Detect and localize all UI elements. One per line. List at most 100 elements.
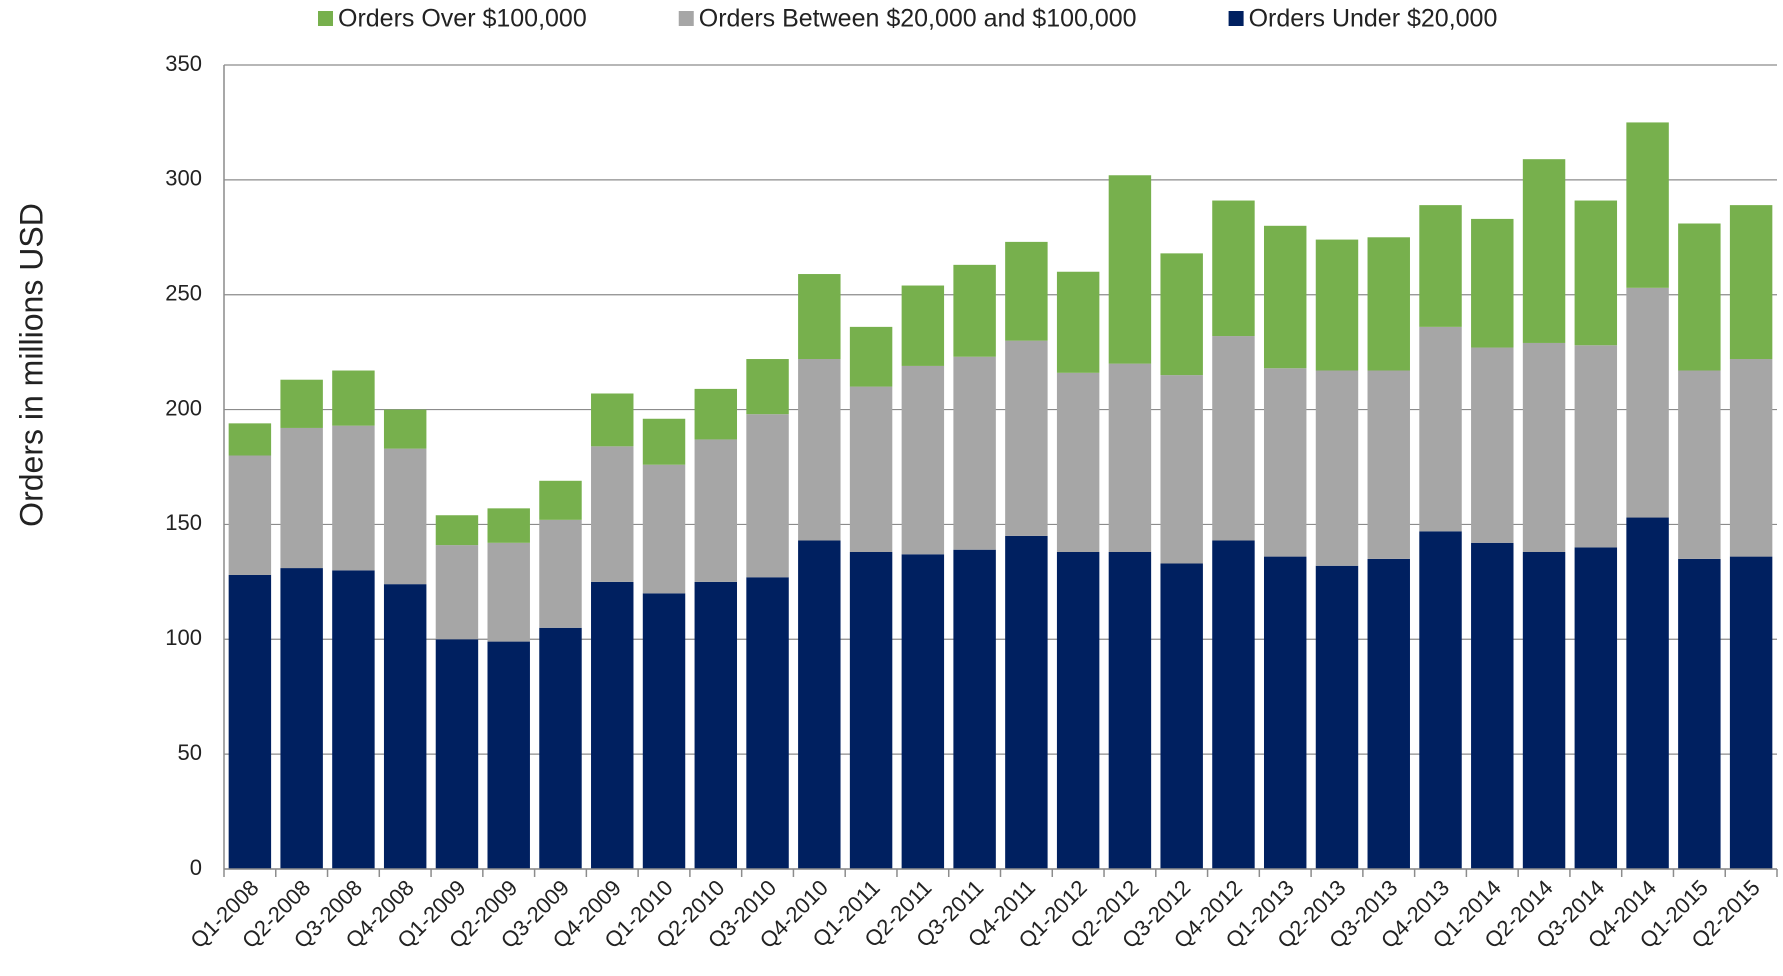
bar-segment <box>798 359 841 541</box>
bar-segment <box>694 439 738 582</box>
y-tick-label: 50 <box>178 740 202 765</box>
bar-segment <box>1471 347 1514 543</box>
y-tick-label: 300 <box>165 166 202 191</box>
bar-segment <box>1729 359 1773 557</box>
bar-segment <box>435 515 479 546</box>
legend-label: Orders Under $20,000 <box>1249 5 1498 33</box>
bar-segment <box>1419 531 1462 869</box>
bar-segment <box>1108 551 1152 869</box>
bar-segment <box>642 464 686 594</box>
bar-segment <box>228 455 272 575</box>
bar-segment <box>1678 223 1721 371</box>
bar-segment <box>332 370 375 426</box>
bar-segment <box>746 359 789 415</box>
bar-segment <box>849 386 893 552</box>
y-tick-label: 200 <box>165 395 202 420</box>
y-tick-label: 0 <box>190 855 202 880</box>
bar-segment <box>1315 370 1359 566</box>
bar-segment <box>1263 225 1307 369</box>
bar-segment <box>1522 159 1566 343</box>
bar-segment <box>901 285 945 366</box>
bar-segment <box>1212 200 1255 337</box>
bar-segment <box>1471 542 1514 869</box>
bar-segment <box>1367 558 1410 869</box>
bar-segment <box>280 568 323 869</box>
bar-segment <box>332 570 375 869</box>
bar-segment <box>746 414 789 578</box>
bar-segment <box>1160 253 1203 376</box>
y-tick-label: 250 <box>165 281 202 306</box>
bar-segment <box>383 409 427 449</box>
bar-segment <box>487 542 530 642</box>
bar-segment <box>280 379 323 428</box>
bar-segment <box>953 549 996 869</box>
bar-segment <box>487 508 530 543</box>
bar-segment <box>694 581 738 869</box>
bar-segment <box>332 425 375 571</box>
bar-segment <box>1160 375 1203 564</box>
bar-segment <box>1160 563 1203 869</box>
bar-segment <box>1005 241 1048 341</box>
bar-segment <box>1108 175 1152 364</box>
bar-segment <box>435 545 479 640</box>
bar-segment <box>487 641 530 869</box>
bar-segment <box>1678 558 1721 869</box>
bar-segment <box>1005 340 1048 536</box>
bar-segment <box>642 593 686 869</box>
bar-segment <box>953 356 996 550</box>
bar-segment <box>1367 237 1410 371</box>
bar-segment <box>798 274 841 360</box>
bar-segment <box>1056 551 1100 869</box>
bar-segment <box>1574 547 1618 869</box>
bar-segment <box>1626 517 1669 869</box>
bar-segment <box>228 574 272 869</box>
bar-segment <box>539 627 582 869</box>
bar-segment <box>901 554 945 869</box>
bar-segment <box>849 551 893 869</box>
bar-segment <box>1367 370 1410 559</box>
bar-segment <box>383 448 427 585</box>
bar-segment <box>1263 368 1307 557</box>
bar-segment <box>435 639 479 869</box>
bar-segment <box>901 365 945 555</box>
bar-segment <box>1574 345 1618 548</box>
bar-segment <box>383 584 427 869</box>
bar-segment <box>280 427 323 569</box>
bar-segment <box>694 388 738 440</box>
bar-segment <box>1108 363 1152 552</box>
bar-segment <box>228 423 272 456</box>
bar-segment <box>1419 326 1462 532</box>
bar-segment <box>1315 565 1359 869</box>
bar-segment <box>798 540 841 869</box>
bar-segment <box>746 577 789 869</box>
bar-segment <box>1212 336 1255 541</box>
bar-segment <box>1056 372 1100 552</box>
bar-segment <box>1729 556 1773 869</box>
bar-segment <box>1729 205 1773 360</box>
bar-segment <box>1056 271 1100 373</box>
legend-label: Orders Between $20,000 and $100,000 <box>699 5 1137 33</box>
bar-segment <box>1522 342 1566 552</box>
bar-segment <box>1005 535 1048 869</box>
bar-segment <box>1471 218 1514 348</box>
y-tick-label: 150 <box>165 510 202 535</box>
legend-swatch <box>1228 11 1244 26</box>
bar-segment <box>1678 370 1721 559</box>
bar-segment <box>1419 205 1462 327</box>
bar-segment <box>1626 122 1669 288</box>
bar-segment <box>591 581 634 869</box>
bar-segment <box>1263 556 1307 869</box>
bar-segment <box>1315 239 1359 371</box>
bar-segment <box>591 393 634 447</box>
legend-swatch <box>678 11 694 26</box>
bar-segment <box>539 519 582 628</box>
bar-segment <box>539 480 582 520</box>
bar-segment <box>1212 540 1255 869</box>
bar-segment <box>1626 287 1669 518</box>
y-axis-title: Orders in millions USD <box>13 203 49 527</box>
bar-segment <box>849 326 893 387</box>
y-tick-label: 100 <box>165 625 202 650</box>
bar-segment <box>1522 551 1566 869</box>
bar-segment <box>953 264 996 357</box>
bar-segment <box>591 446 634 582</box>
